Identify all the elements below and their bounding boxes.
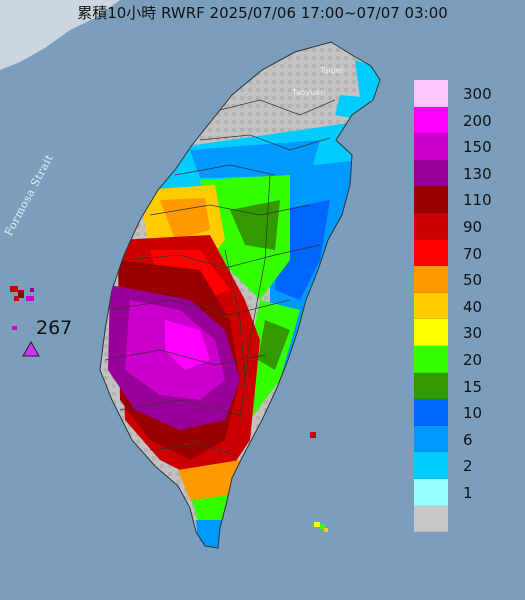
legend-swatch [414,425,448,453]
map-title: 累積10小時 RWRF 2025/07/06 17:00~07/07 03:00 [77,4,448,22]
legend-label: 20 [463,350,483,369]
legend-label: 30 [463,324,483,343]
china-coast [0,0,120,70]
color-legend [414,80,448,533]
legend-label: 110 [463,191,492,210]
legend-label: 90 [463,217,483,236]
legend-label: 50 [463,271,483,290]
legend-swatch [414,186,448,213]
max-value-label: 267 [36,317,73,339]
legend-labels: 300 200 150 130 110 90 70 50 40 30 20 15 10 6 2 1 [463,85,492,520]
legend-label: 2 [463,457,473,476]
legend-label: 70 [463,244,483,263]
legend-swatch [414,372,448,400]
orchid-island [314,522,328,532]
legend-swatch [414,133,448,160]
legend-swatch [414,345,448,373]
legend-label: 130 [463,164,492,183]
legend-swatch [414,399,448,426]
legend-swatch [414,80,448,107]
legend-swatch [414,239,448,267]
legend-swatch [414,106,448,134]
max-marker-triangle-icon [22,341,40,357]
legend-label: 150 [463,138,492,157]
legend-label: 200 [463,111,492,130]
legend-label: 300 [463,85,492,103]
penghu-islands [10,286,34,330]
legend-label: 1 [463,483,473,502]
legend-label: 15 [463,377,483,396]
legend-swatch [414,452,448,479]
legend-label: 6 [463,430,473,449]
green-island [310,432,316,438]
legend-swatch [414,478,448,506]
legend-label: 40 [463,297,483,316]
legend-swatch [414,266,448,293]
legend-swatch [414,159,448,187]
place-label-taoyuan: Taoyuan [292,88,326,97]
boundary-lines [104,99,336,456]
legend-swatch [414,319,448,346]
legend-swatch [414,505,448,533]
legend-swatch [414,292,448,320]
place-label-taipei: Taipei [320,66,343,75]
taiwan-outline [99,41,381,549]
legend-swatch [414,212,448,240]
legend-label: 10 [463,404,483,423]
